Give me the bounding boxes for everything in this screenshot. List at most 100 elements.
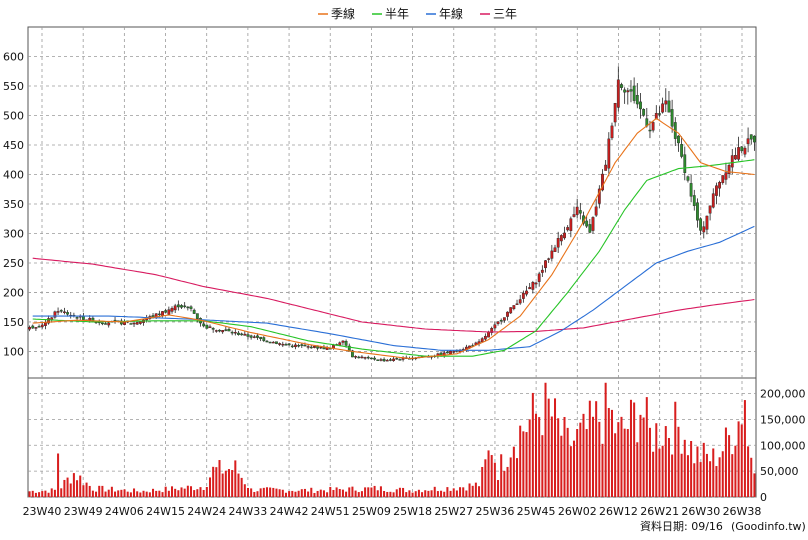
x-tick-label: 23W40: [23, 505, 62, 518]
candle-body: [240, 333, 244, 336]
candle-body: [300, 344, 304, 346]
volume-bar: [329, 486, 332, 497]
candle: [626, 87, 630, 105]
volume-bar: [307, 491, 310, 497]
volume-bar: [724, 427, 727, 497]
candle-body: [540, 269, 544, 273]
candle-body: [268, 341, 272, 344]
candle-body: [366, 356, 370, 359]
candle-body: [730, 155, 734, 168]
volume-bar: [237, 473, 240, 497]
candle: [572, 206, 576, 218]
candle: [230, 330, 234, 336]
volume-bar: [373, 485, 376, 497]
x-tick-label: 24W51: [311, 505, 350, 518]
candle-body: [661, 103, 665, 113]
volume-bar: [525, 432, 528, 497]
candle-body: [547, 258, 551, 260]
candle: [483, 333, 487, 342]
volume-bar: [636, 442, 639, 497]
volume-bar: [497, 480, 500, 497]
candle: [620, 82, 623, 91]
candle: [218, 329, 221, 333]
candle: [559, 234, 563, 246]
volume-bar: [275, 488, 278, 497]
volume-bar: [667, 438, 670, 497]
candle-body: [167, 309, 171, 315]
volume-bar: [493, 462, 496, 497]
candle-body: [398, 359, 402, 361]
volume-bar: [620, 416, 623, 497]
volume-bar: [145, 491, 148, 497]
candle-body: [613, 103, 617, 123]
volume-bar: [427, 490, 430, 497]
volume-bar: [563, 416, 566, 497]
volume-bar: [180, 487, 183, 497]
candle: [528, 283, 532, 290]
candle: [398, 358, 402, 361]
candle-body: [278, 343, 282, 345]
candle-body: [639, 101, 642, 110]
candle: [385, 358, 389, 362]
volume-bar: [152, 488, 155, 497]
candle-body: [230, 331, 234, 334]
candle-body: [727, 165, 731, 175]
candle: [34, 326, 38, 332]
candle-body: [445, 351, 449, 354]
volume-bar: [300, 489, 303, 497]
volume-bar: [572, 440, 576, 497]
candle: [297, 343, 301, 348]
candle: [591, 216, 595, 234]
volume-bar: [408, 490, 411, 497]
volume-bar: [303, 488, 306, 497]
candle: [379, 357, 383, 362]
volume-bar: [747, 446, 750, 497]
volume-bar: [345, 491, 348, 497]
candle: [40, 322, 44, 329]
candle-body: [34, 327, 38, 329]
volume-bar: [53, 489, 56, 497]
candle: [661, 97, 665, 114]
candle-body: [183, 305, 187, 308]
candle: [354, 355, 358, 359]
volume-bar: [484, 459, 487, 497]
volume-bar: [731, 454, 734, 497]
candle: [56, 307, 60, 316]
candle-body: [341, 340, 345, 343]
volume-bar: [471, 485, 474, 497]
volume-bar: [557, 418, 560, 497]
volume-bar: [44, 490, 47, 497]
candle: [702, 221, 706, 239]
volume-bar: [465, 490, 468, 497]
candle: [370, 357, 373, 360]
candle-body: [683, 154, 687, 173]
candle: [366, 355, 370, 360]
volume-bar: [76, 480, 79, 497]
volume-bar: [291, 490, 294, 497]
volume-bar: [164, 486, 167, 497]
volume-bar: [607, 408, 610, 497]
x-tick-label: 25W18: [393, 505, 432, 518]
candle-body: [360, 356, 364, 359]
volume-bar: [224, 470, 227, 497]
x-tick-label: 26W30: [681, 505, 720, 518]
candle: [205, 324, 209, 329]
candle: [265, 340, 269, 343]
volume-bar: [294, 491, 297, 497]
candle: [613, 102, 617, 127]
volume-bar: [633, 402, 636, 497]
volume-bar: [693, 463, 696, 497]
candle-body: [680, 144, 684, 157]
candle-body: [566, 227, 570, 231]
volume-bar: [436, 491, 439, 497]
candle: [692, 189, 696, 211]
candle: [727, 162, 731, 179]
volume-bar: [72, 473, 75, 497]
candle-body: [711, 193, 715, 208]
candle-body: [303, 344, 307, 347]
volume-bar: [560, 435, 563, 497]
candle-body: [31, 325, 35, 329]
volume-bar: [433, 486, 436, 497]
candle: [376, 359, 380, 361]
